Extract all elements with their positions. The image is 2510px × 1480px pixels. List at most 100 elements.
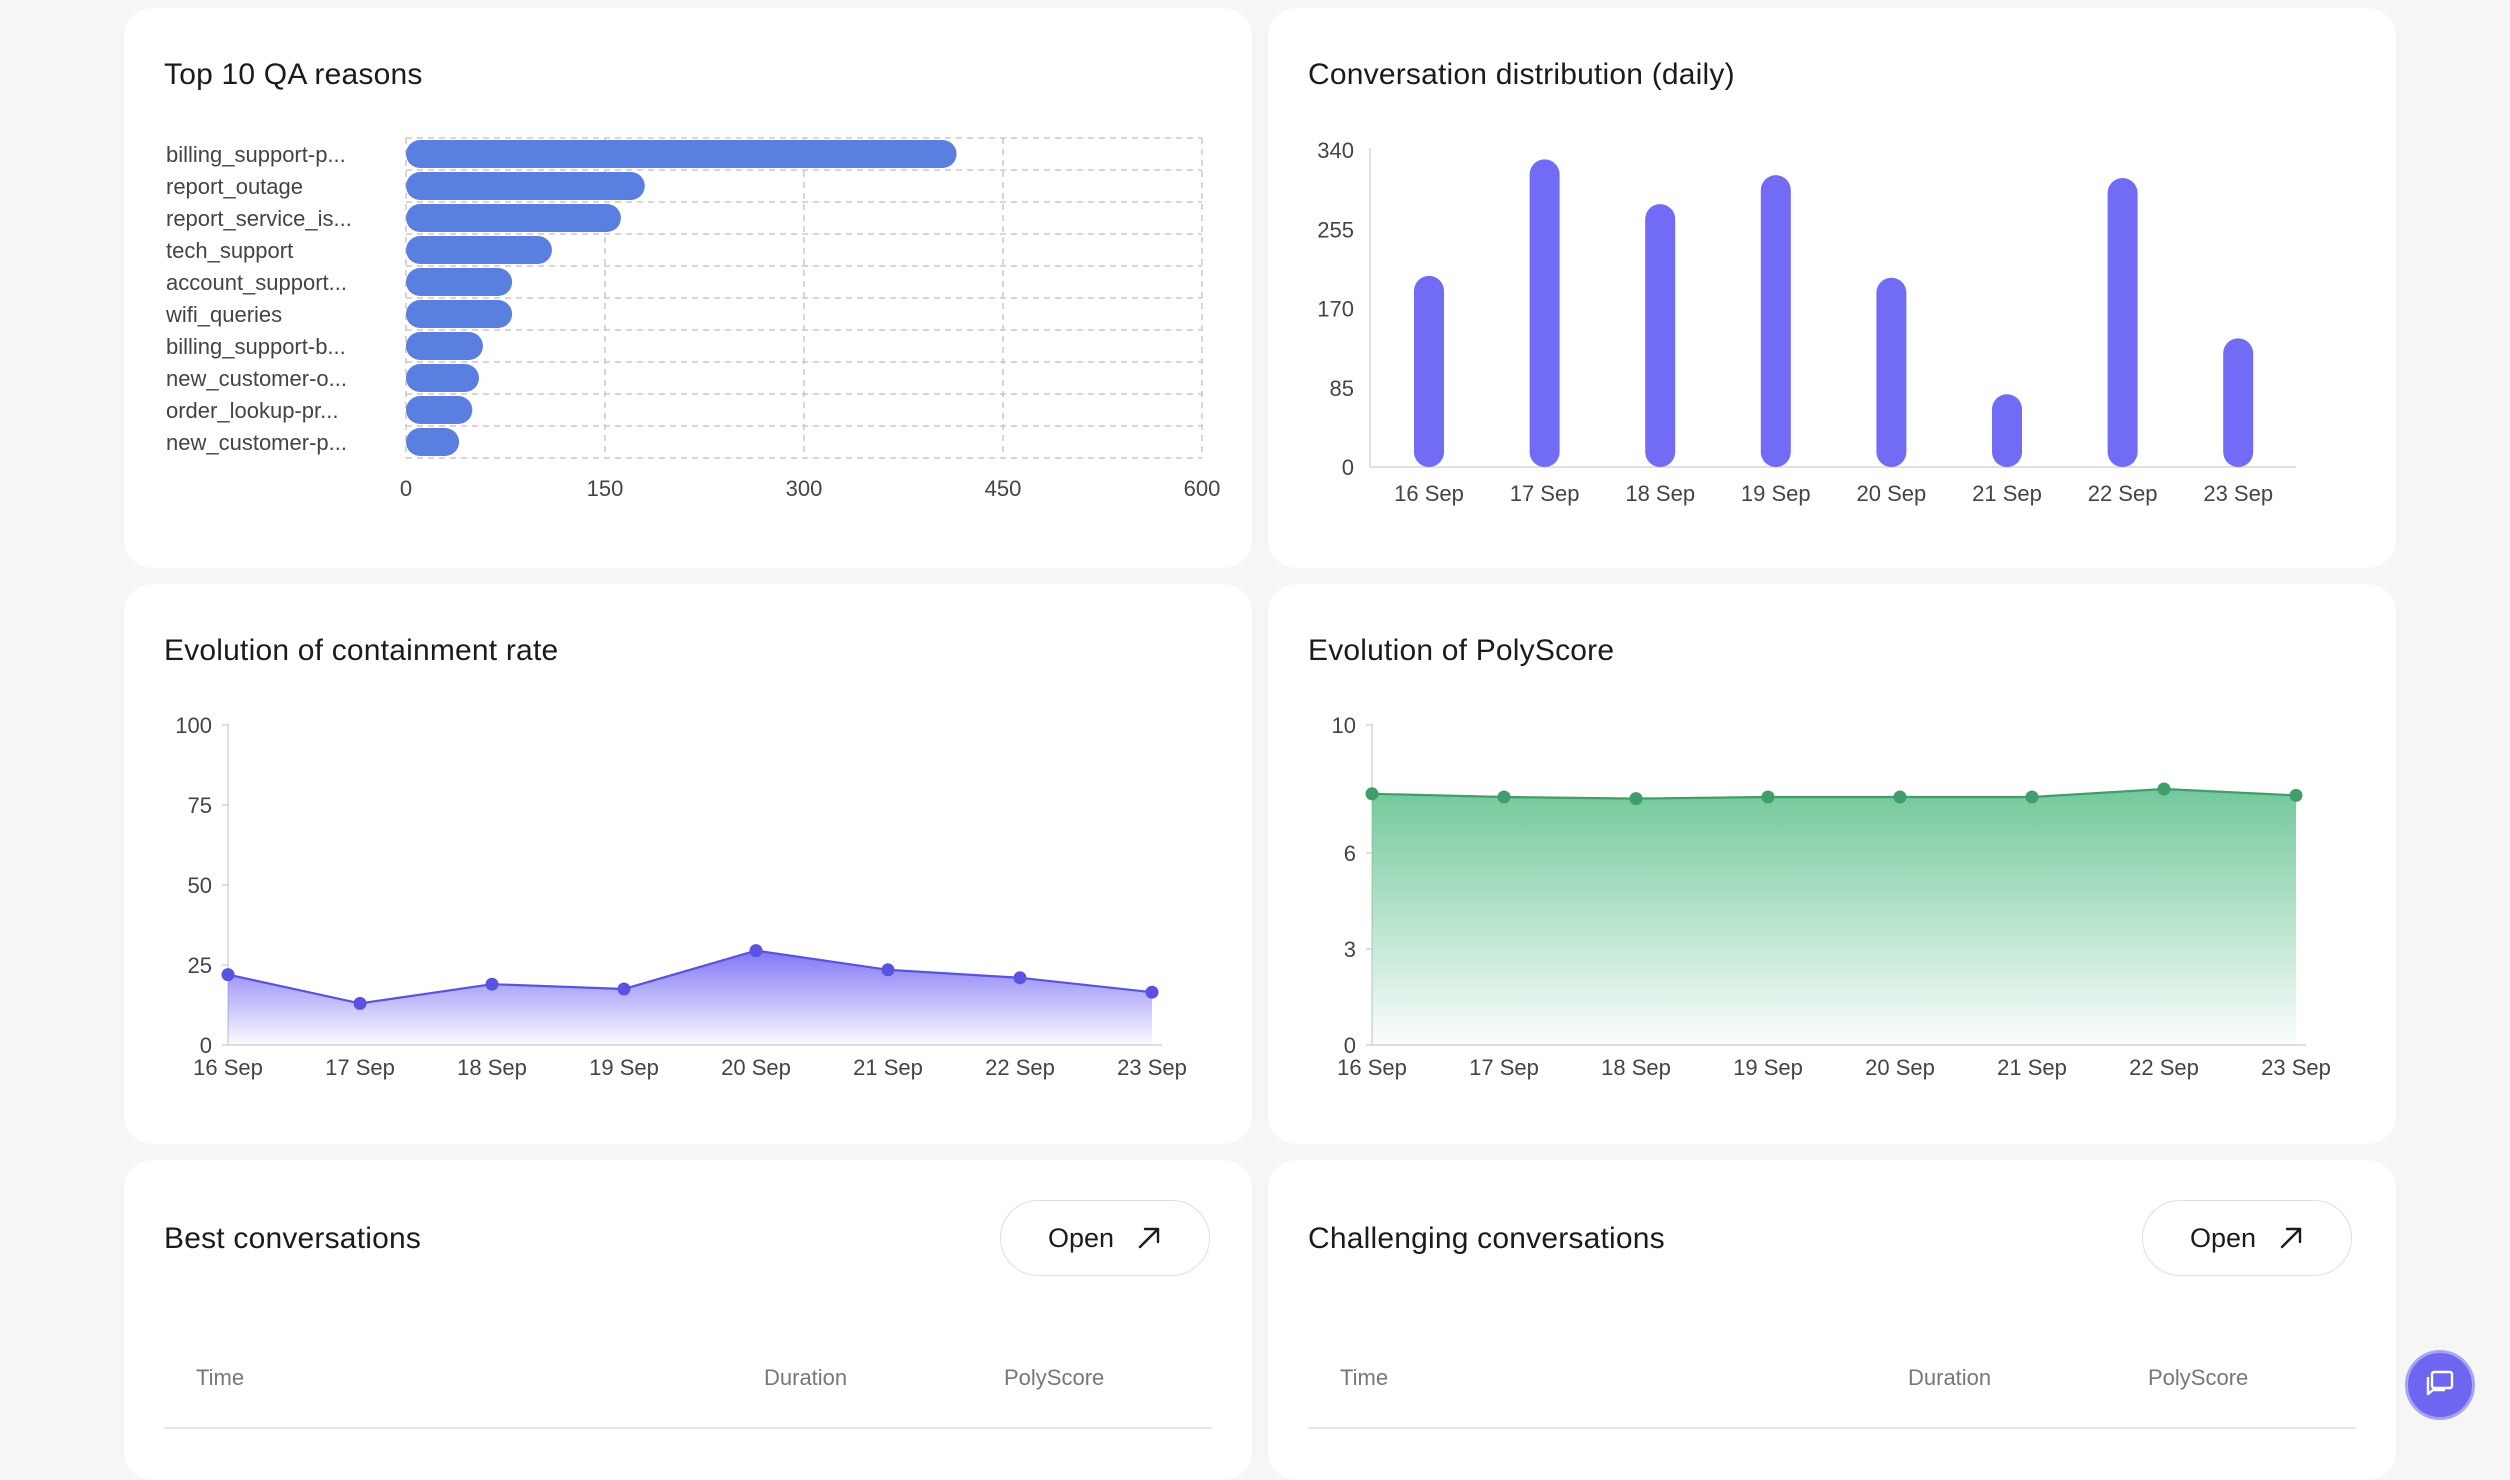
distribution-card: Conversation distribution (daily) 0 85 170… — [1268, 8, 2396, 568]
distribution-chart: 0 85 170 255 340 16 Sep 17 Sep 18 Sep 19 Sep 20 S… — [1317, 138, 2296, 506]
data-point — [221, 968, 235, 982]
x-tick-label: 450 — [985, 476, 1022, 501]
x-tick-label: 23 Sep — [2261, 1055, 2331, 1080]
qa-reason-bar — [406, 140, 957, 168]
qa-reason-label: billing_support-p... — [166, 142, 346, 167]
challenging-table-divider — [1308, 1427, 2356, 1429]
y-tick-label: 100 — [175, 713, 212, 738]
chat-bubbles-icon — [2426, 1370, 2454, 1396]
challenging-open-button[interactable]: Open — [2142, 1200, 2352, 1276]
y-tick-label: 255 — [1317, 217, 1354, 242]
containment-chart: 0 25 50 75 100 16 Sep 17 Sep 18 Sep 19 Sep 20 Sep… — [175, 713, 1187, 1080]
qa-reason-label: billing_support-b... — [166, 334, 346, 359]
data-point — [2025, 790, 2039, 804]
qa-reason-label: order_lookup-pr... — [166, 398, 338, 423]
containment-card: Evolution of containment rate 0 25 50 75 100… — [124, 584, 1252, 1144]
challenging-col-duration[interactable]: Duration — [1908, 1365, 1992, 1390]
data-point — [749, 944, 763, 958]
qa-reason-bar — [406, 236, 552, 264]
best-col-polyscore[interactable]: PolyScore — [1004, 1365, 1105, 1390]
series-line — [227, 949, 1153, 1005]
best-col-duration[interactable]: Duration — [764, 1365, 848, 1390]
challenging-col-time[interactable]: Time — [1340, 1365, 1389, 1390]
qa-reason-label: account_support... — [166, 270, 347, 295]
data-point — [1013, 971, 1027, 985]
data-point — [1761, 790, 1775, 804]
x-tick-label: 21 Sep — [853, 1055, 923, 1080]
x-tick-label: 22 Sep — [985, 1055, 1055, 1080]
x-tick-label: 20 Sep — [721, 1055, 791, 1080]
best-conversations-card: Best conversations Open — [124, 1160, 1252, 1480]
qa-reason-label: wifi_queries — [165, 302, 282, 327]
y-tick-label: 10 — [1332, 713, 1356, 738]
qa-reasons-chart: 0 150 300 450 600 billing_support-p... report_… — [165, 137, 1220, 501]
qa-reason-label: new_customer-o... — [166, 366, 347, 391]
qa-reason-bar — [406, 332, 483, 360]
x-tick-label: 19 Sep — [1733, 1055, 1803, 1080]
arrow-up-right-icon — [1138, 1227, 1160, 1249]
area-fill — [228, 950, 1152, 1045]
best-conversations-title: Best conversations — [164, 1222, 422, 1255]
x-tick-label: 17 Sep — [325, 1055, 395, 1080]
qa-reason-label: new_customer-p... — [166, 430, 347, 455]
data-point — [617, 982, 631, 996]
data-point — [1145, 985, 1159, 999]
chat-fab-button[interactable] — [2405, 1350, 2475, 1420]
daily-conversation-bar — [2223, 338, 2254, 467]
qa-reason-bar — [406, 268, 513, 296]
x-tick-label: 18 Sep — [1601, 1055, 1671, 1080]
best-col-time[interactable]: Time — [196, 1365, 245, 1390]
y-tick-label: 3 — [1344, 937, 1356, 962]
best-table-divider — [164, 1427, 1212, 1429]
daily-conversation-bar — [1529, 159, 1560, 467]
x-tick-label: 17 Sep — [1510, 481, 1580, 506]
x-tick-label: 17 Sep — [1469, 1055, 1539, 1080]
data-point — [485, 977, 499, 991]
daily-conversation-bar — [1414, 275, 1444, 467]
data-point — [881, 963, 895, 977]
x-tick-label: 21 Sep — [1997, 1055, 2067, 1080]
y-tick-label: 25 — [188, 953, 212, 978]
best-open-button[interactable]: Open — [1000, 1200, 1210, 1276]
data-point — [353, 996, 367, 1010]
polyscore-title: Evolution of PolyScore — [1308, 634, 1615, 667]
daily-conversation-bar — [1645, 204, 1676, 467]
qa-reason-bar — [406, 204, 621, 232]
daily-conversation-bar — [1992, 394, 2022, 467]
qa-reason-bar — [406, 364, 479, 392]
polyscore-card: Evolution of PolyScore 0 3 6 10 16 Sep 17 Sep… — [1268, 584, 2396, 1144]
y-tick-label: 340 — [1317, 138, 1354, 163]
series-line — [1371, 787, 2297, 800]
data-point — [2289, 788, 2303, 802]
challenging-conversations-title: Challenging conversations — [1308, 1222, 1665, 1255]
qa-reason-label: report_outage — [166, 174, 303, 199]
x-tick-label: 19 Sep — [1741, 481, 1811, 506]
y-tick-label: 85 — [1330, 376, 1354, 401]
qa-reason-bar — [406, 396, 473, 424]
y-tick-label: 75 — [188, 793, 212, 818]
challenging-col-polyscore[interactable]: PolyScore — [2148, 1365, 2249, 1390]
y-tick-label: 0 — [200, 1033, 212, 1058]
best-open-label: Open — [1047, 1222, 1115, 1253]
daily-conversation-bar — [1760, 175, 1791, 467]
challenging-open-label: Open — [2189, 1222, 2257, 1253]
x-tick-label: 21 Sep — [1972, 481, 2042, 506]
x-tick-label: 19 Sep — [589, 1055, 659, 1080]
y-tick-label: 50 — [188, 873, 212, 898]
y-tick-label: 0 — [1342, 455, 1354, 480]
x-tick-label: 22 Sep — [2088, 481, 2158, 506]
containment-title: Evolution of containment rate — [164, 634, 559, 667]
challenging-conversations-card: Challenging conversations Open — [1268, 1160, 2396, 1480]
polyscore-chart: 0 3 6 10 16 Sep 17 Sep 18 Sep 19 Sep 20 Sep 21 Se… — [1332, 713, 2331, 1080]
x-tick-label: 0 — [400, 476, 412, 501]
x-tick-label: 16 Sep — [1337, 1055, 1407, 1080]
qa-reasons-title: Top 10 QA reasons — [164, 58, 423, 91]
data-point — [1365, 787, 1379, 801]
x-tick-label: 23 Sep — [2203, 481, 2273, 506]
qa-reasons-card: Top 10 QA reasons 0 150 300 450 600 billing_s… — [124, 8, 1252, 568]
arrow-up-right-icon — [2280, 1227, 2302, 1249]
x-tick-label: 150 — [587, 476, 624, 501]
x-tick-label: 20 Sep — [1857, 481, 1927, 506]
area-fill — [1372, 789, 2296, 1045]
y-tick-label: 0 — [1344, 1033, 1356, 1058]
